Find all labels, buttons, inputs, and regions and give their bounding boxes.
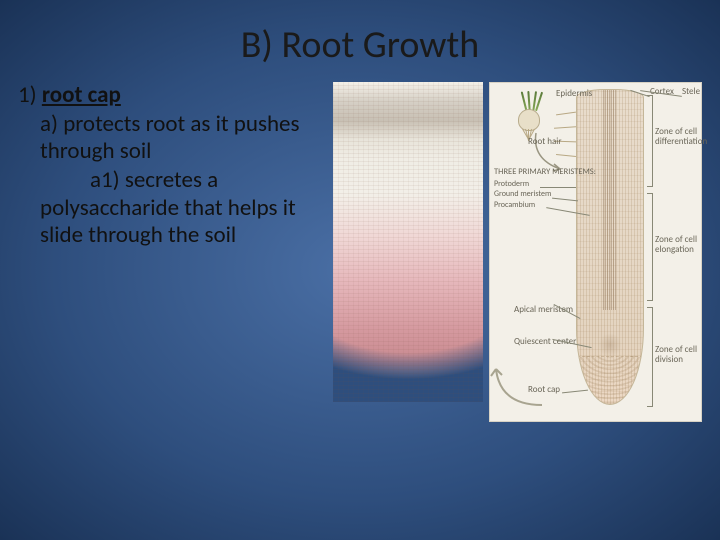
sub1-label: a): [40, 110, 58, 138]
label-epidermis: Epidermis: [556, 89, 592, 99]
sub1-text: protects root as it pushes through soil: [40, 110, 299, 165]
label-procambium: Procambium: [494, 200, 596, 210]
outline-text: 1) root cap a) protects root as it pushe…: [18, 82, 323, 422]
label-meristems-title: THREE PRIMARY MERISTEMS:: [494, 167, 596, 178]
content-area: 1) root cap a) protects root as it pushe…: [0, 82, 720, 422]
heading-text: root cap: [42, 81, 121, 109]
meristems-list: THREE PRIMARY MERISTEMS: Protoderm Groun…: [494, 167, 596, 210]
heading-number: 1): [18, 81, 37, 109]
outline-heading: 1) root cap: [18, 82, 323, 109]
outline-sub-a1: a1) secretes a polysaccharide that helps…: [18, 167, 323, 248]
label-stele: Stele: [682, 87, 700, 97]
root-anatomy-diagram: Epidermis Cortex Stele Root hair THREE P…: [489, 82, 702, 422]
arrow-icon: [486, 355, 556, 415]
label-zone-differentiation: Zone of cell differentiation: [655, 127, 699, 147]
sub2-label: a1): [90, 166, 120, 194]
label-root-hair: Root hair: [528, 137, 562, 147]
label-ground-meristem: Ground meristem: [494, 189, 596, 199]
slide-title: B) Root Growth: [0, 0, 720, 82]
outline-sub-a: a) protects root as it pushes through so…: [18, 111, 323, 165]
label-zone-elongation: Zone of cell elongation: [655, 235, 699, 255]
label-zone-division: Zone of cell division: [655, 345, 699, 365]
figure-area: Epidermis Cortex Stele Root hair THREE P…: [333, 82, 702, 422]
root-tip-micrograph: [333, 82, 483, 402]
root-body: [576, 89, 644, 405]
